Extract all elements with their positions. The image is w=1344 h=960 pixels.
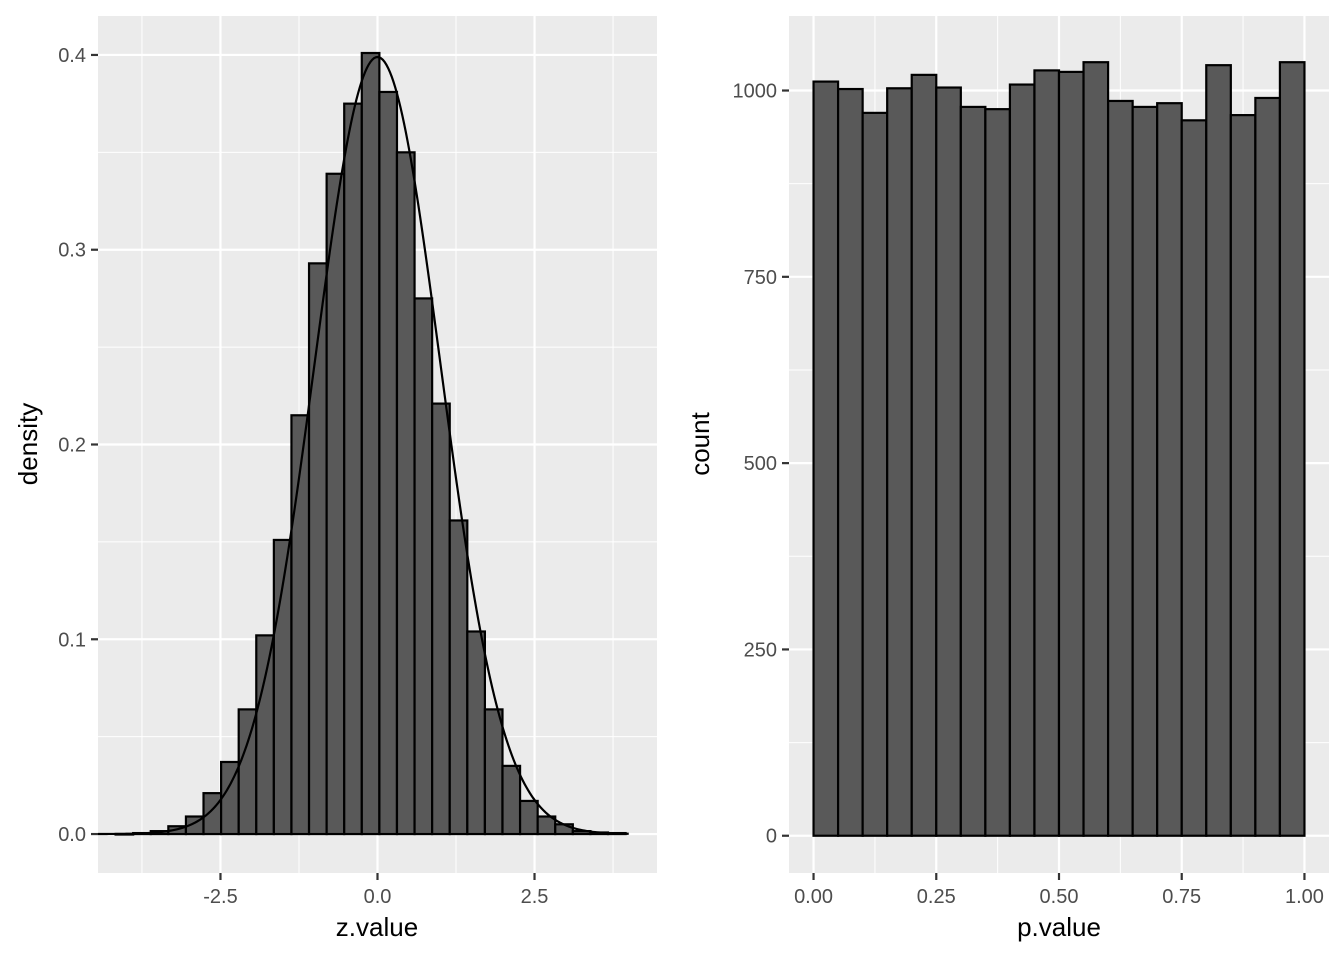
histogram-bar: [1254, 96, 1282, 837]
x-tick-label: 0.00: [794, 886, 833, 908]
histogram-bar: [325, 172, 346, 836]
histogram-bar: [360, 51, 381, 836]
y-tick-label: 1000: [733, 81, 778, 103]
y-tick-label: 0.0: [58, 824, 86, 846]
histogram-bar: [343, 102, 363, 836]
y-tick-label: 0.2: [58, 435, 86, 457]
histogram-bar: [413, 297, 434, 836]
y-axis-ticks: 0.0 0.1 0.2 0.3 0.4: [58, 45, 98, 846]
histogram-bars: [812, 61, 1306, 837]
x-axis-ticks: 0.00 0.25 0.50 0.75 1.00: [794, 873, 1324, 908]
y-tick-label: 0.3: [58, 240, 86, 262]
y-tick-label: 0: [766, 826, 777, 848]
y-tick-label: 0.4: [58, 45, 86, 67]
histogram-bar: [1082, 61, 1110, 837]
histogram-bar: [1229, 114, 1257, 837]
y-axis-title: count: [685, 411, 715, 475]
histogram-bar: [202, 792, 223, 836]
histogram-bar: [378, 90, 399, 836]
histogram-bar: [255, 634, 275, 836]
x-tick-label: 1.00: [1285, 886, 1324, 908]
y-tick-label: 750: [744, 267, 777, 289]
histogram-bar: [395, 151, 416, 836]
histogram-bar: [1057, 70, 1085, 837]
histogram-bar: [307, 262, 328, 836]
histogram-bar: [501, 764, 522, 836]
y-axis-title: density: [13, 403, 43, 485]
z-value-density-panel: 0.0 0.1 0.2 0.3 0.4 -2.5 0.0 2.5 z.value densi…: [13, 16, 657, 942]
histogram-bar: [1180, 119, 1208, 837]
x-tick-label: 0.25: [917, 886, 956, 908]
histogram-bar: [290, 414, 311, 836]
y-tick-label: 500: [744, 453, 777, 475]
y-tick-label: 0.1: [58, 629, 86, 651]
histogram-bar: [959, 105, 987, 837]
x-tick-label: 0.75: [1162, 886, 1201, 908]
x-tick-label: -2.5: [203, 886, 237, 908]
histogram-bar: [466, 630, 487, 836]
histogram-bar: [812, 80, 840, 837]
histogram-bar: [1205, 64, 1232, 837]
x-tick-label: 2.5: [521, 886, 549, 908]
x-tick-label: 0.50: [1040, 886, 1079, 908]
x-tick-label: 0.0: [364, 886, 392, 908]
y-axis-ticks: 0 250 500 750 1000: [733, 81, 789, 848]
histogram-bar: [518, 799, 539, 836]
histogram-bar: [935, 86, 962, 837]
histogram-bar: [431, 402, 451, 836]
histogram-bar: [861, 111, 889, 837]
x-axis-title: p.value: [1017, 912, 1101, 942]
histogram-bar: [1106, 99, 1134, 837]
density-curve: [97, 55, 629, 836]
histogram-bar: [984, 108, 1012, 837]
histogram-bar: [483, 708, 504, 836]
histogram-bar: [1008, 83, 1036, 837]
histogram-bar: [886, 87, 913, 837]
histogram-bar: [910, 73, 938, 837]
histogram-bar: [448, 519, 469, 836]
histogram-bar: [237, 708, 258, 836]
histogram-bars: [114, 51, 627, 836]
p-value-count-panel: 0 250 500 750 1000 0.00 0.25 0.50 0.75 1.00 p.va…: [685, 16, 1329, 942]
histogram-bar: [1278, 61, 1306, 837]
x-axis-title: z.value: [336, 912, 418, 942]
histogram-bar: [1131, 105, 1159, 837]
x-axis-ticks: -2.5 0.0 2.5: [203, 873, 548, 908]
histogram-bar: [836, 87, 864, 837]
y-tick-label: 250: [744, 639, 777, 661]
histogram-bar: [1033, 69, 1061, 837]
histogram-bar: [1156, 102, 1183, 837]
